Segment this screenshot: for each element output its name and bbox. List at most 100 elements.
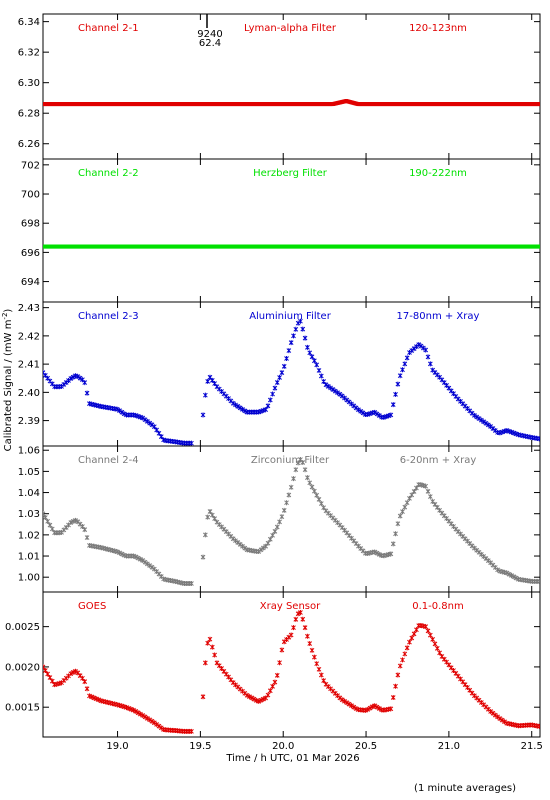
data-point (305, 344, 310, 350)
data-point (492, 712, 498, 718)
data-point (407, 495, 412, 501)
data-point (376, 551, 382, 557)
data-point (425, 488, 431, 494)
y-tick-label: 698 (21, 219, 40, 230)
data-point (251, 696, 257, 702)
data-point (154, 721, 160, 727)
data-point (353, 405, 359, 411)
y-tick-label: 1.06 (18, 446, 40, 457)
data-point (374, 704, 380, 710)
data-point (309, 647, 315, 653)
data-point (339, 697, 345, 703)
data-point (119, 551, 125, 557)
data-point (84, 390, 90, 396)
data-point (135, 555, 141, 561)
data-point (235, 403, 241, 409)
data-point (393, 683, 398, 689)
band-label: 17-80nm + Xray (397, 311, 480, 322)
data-point (536, 436, 540, 442)
data-point (267, 688, 273, 694)
data-point (483, 420, 489, 426)
filter-label: Xray Sensor (260, 601, 321, 612)
data-point (147, 420, 153, 426)
data-point (267, 397, 273, 403)
data-point (52, 384, 57, 390)
data-point (75, 374, 81, 380)
x-tick-label: 21.0 (438, 741, 460, 752)
data-point (365, 706, 371, 712)
annotation-text: 62.4 (199, 38, 221, 49)
data-point (314, 492, 320, 498)
data-point (323, 382, 329, 388)
data-point (205, 514, 211, 520)
data-point (425, 628, 431, 634)
data-point (318, 672, 324, 678)
data-point (488, 708, 493, 714)
data-point (242, 408, 248, 414)
data-point (538, 244, 540, 249)
data-point (402, 651, 408, 657)
data-point (256, 698, 262, 704)
data-point (202, 392, 208, 398)
data-point (230, 400, 236, 406)
y-axis-label-superscript: -2 (1, 313, 9, 320)
y-tick-label: 1.04 (18, 488, 40, 499)
y-tick-label: 694 (21, 277, 40, 288)
x-tick-label: 21.5 (521, 741, 543, 752)
data-point (237, 541, 243, 547)
data-point (286, 492, 292, 498)
data-point (318, 373, 324, 379)
filter-label: Zirconium Filter (251, 455, 330, 466)
data-point (121, 411, 127, 417)
filter-label: Aluminium Filter (249, 311, 332, 322)
data-point (240, 543, 245, 549)
y-tick-label: 0.0025 (5, 622, 40, 633)
data-point (302, 625, 308, 631)
data-point (47, 675, 53, 681)
data-point (284, 355, 289, 361)
data-point (397, 373, 403, 379)
data-point (479, 417, 484, 423)
data-point (414, 485, 419, 491)
data-point (147, 717, 153, 723)
channel-label: Channel 2-1 (78, 23, 139, 34)
data-point (145, 418, 150, 424)
data-point (258, 547, 264, 553)
data-point (342, 698, 347, 704)
y-tick-label: 1.03 (18, 509, 40, 520)
data-point (472, 412, 477, 418)
y-tick-label: 1.01 (18, 552, 40, 563)
data-point (427, 632, 433, 638)
panel-frame (42, 301, 541, 447)
y-tick-label: 2.42 (18, 331, 40, 342)
data-point (288, 484, 294, 490)
data-point (309, 484, 315, 490)
channel-label: Channel 2-4 (78, 455, 139, 466)
panel-2: 694 696 698 700 702 Channel 2-2 Herzberg Filte… (21, 158, 541, 303)
data-point (527, 722, 533, 728)
data-point (212, 652, 217, 658)
data-point (68, 671, 74, 677)
data-point (474, 414, 480, 420)
data-point (43, 667, 48, 673)
y-tick-label: 1.00 (18, 573, 40, 584)
data-point (536, 723, 540, 729)
data-point (427, 494, 433, 500)
data-point (316, 666, 322, 672)
data-point (54, 384, 60, 390)
data-point (68, 520, 74, 526)
y-tick-label: 6.30 (18, 78, 40, 89)
data-point (145, 561, 150, 567)
data-point (411, 488, 417, 494)
y-axis-label-main: Calibrated Signal / (mW m (3, 320, 14, 452)
y-tick-label: 702 (21, 160, 40, 171)
x-tick-label: 20.5 (355, 741, 377, 752)
averaging-footnote: (1 minute averages) (414, 783, 516, 794)
data-point (260, 696, 266, 702)
data-point (82, 380, 88, 386)
data-point (499, 717, 505, 723)
data-point (374, 411, 380, 417)
data-point (509, 572, 514, 578)
data-point (349, 703, 354, 709)
data-point (263, 407, 269, 413)
